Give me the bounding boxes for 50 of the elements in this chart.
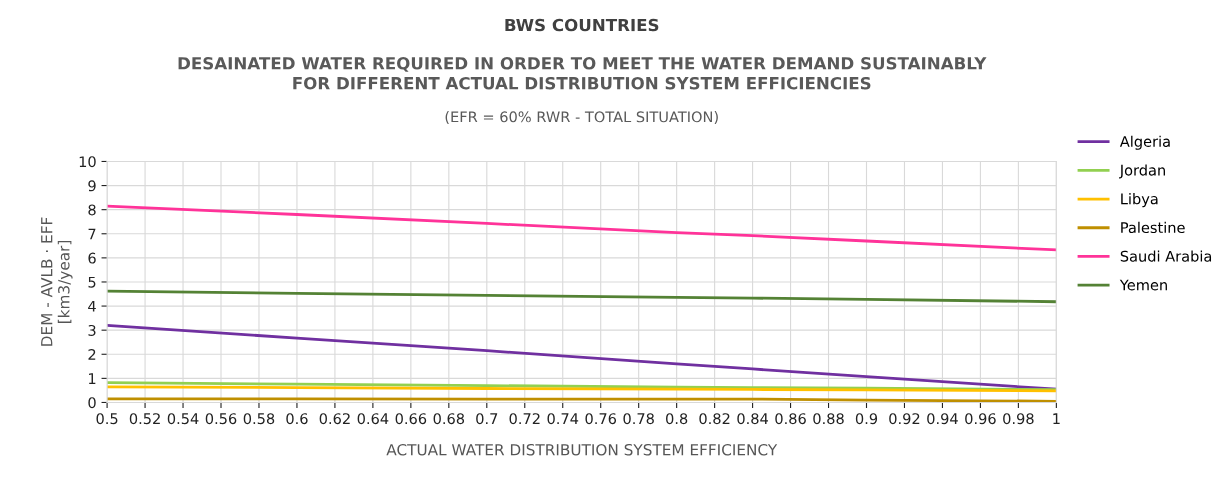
y-tick-label: 6 (88, 252, 96, 264)
x-tick-label: 0.7 (476, 413, 498, 425)
x-tick-label: 1 (1053, 413, 1060, 424)
legend-label: Palestine (1121, 221, 1185, 234)
y-axis-title: DEM - AVLB · EFF [km3/year] (41, 217, 73, 346)
x-tick-label: 0.58 (243, 413, 275, 425)
y-tick-label: 0 (88, 397, 96, 409)
x-tick-label: 0.56 (205, 413, 237, 425)
line-series (107, 204, 1057, 252)
x-tick-label: 0.84 (737, 413, 769, 425)
x-tick-label: 0.68 (433, 413, 465, 425)
legend-label: Algeria (1119, 135, 1170, 150)
y-tick-label: 7 (88, 228, 96, 240)
x-tick-label: 0.98 (1003, 413, 1034, 425)
y-tick-label: 5 (88, 276, 96, 288)
legend-label: Saudi Arabia (1120, 250, 1212, 262)
chart-title: BWS COUNTRIES (505, 18, 659, 32)
x-tick-label: 0.88 (813, 413, 844, 425)
x-tick-label: 0.76 (585, 413, 617, 425)
y-tick-label: 3 (88, 324, 96, 336)
x-tick-label: 0.72 (509, 413, 540, 425)
x-tick-label: 0.82 (699, 413, 730, 425)
x-tick-label: 0.52 (129, 413, 160, 425)
legend-label: Libya (1121, 193, 1158, 208)
legend-label: Yemen (1119, 279, 1167, 291)
y-tick-label: 10 (79, 156, 96, 168)
x-tick-label: 0.64 (357, 413, 389, 425)
y-tick-label: 4 (88, 300, 96, 312)
y-tick-label: 2 (88, 348, 96, 360)
text: (EFR = 60% RWR - TOTAL SITUATION) (445, 111, 718, 125)
y-tick-label: 1 (89, 373, 96, 384)
x-tick-label: 0.92 (889, 413, 920, 425)
legend-label: Jordan (1119, 164, 1165, 179)
x-tick-label: 0.8 (666, 413, 688, 425)
x-tick-label: 0.78 (623, 413, 654, 425)
x-tick-label: 0.66 (395, 413, 427, 425)
x-tick-label: 0.62 (319, 413, 350, 425)
x-tick-label: 0.6 (286, 413, 308, 425)
x-tick-label: 0.9 (855, 413, 878, 425)
x-axis-title: ACTUAL WATER DISTRIBUTION SYSTEM EFFICIENCY (386, 443, 778, 456)
y-tick-label: 8 (88, 204, 96, 216)
x-tick-label: 0.74 (547, 413, 579, 425)
x-tick-label: 0.86 (775, 413, 806, 425)
line-series (107, 289, 1057, 304)
x-tick-label: 0.54 (167, 413, 199, 425)
chart-subtitle: DESAINATED WATER REQUIRED IN ORDER TO MEET THE WATER DEMAND SUSTAINABLY FOR DIFFERENT ACTUAL DISTRIBUTION SYSTEM EFFICIENCIES (178, 56, 987, 90)
x-tick-label: 0.5 (96, 413, 118, 425)
x-tick-label: 0.96 (965, 413, 996, 425)
x-tick-label: 0.94 (927, 413, 958, 425)
y-tick-label: 9 (88, 180, 96, 192)
